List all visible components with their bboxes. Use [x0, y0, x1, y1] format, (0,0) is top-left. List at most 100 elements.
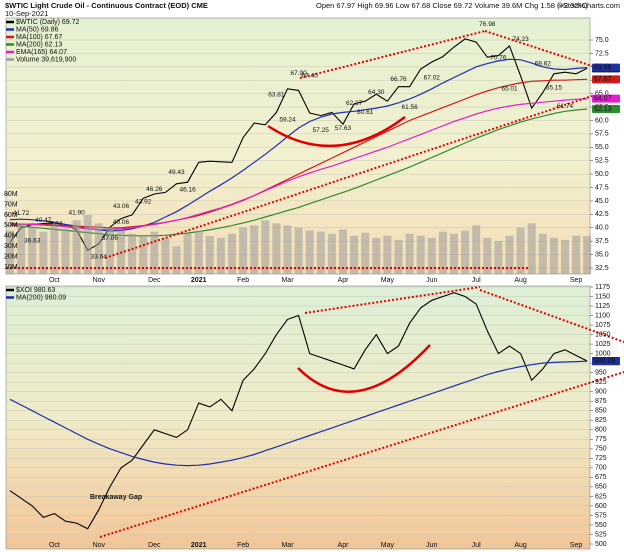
x-tick-label: Feb — [237, 277, 249, 284]
y2-tick-label: 10M — [4, 264, 18, 271]
legend-label: MA(50) 69.86 — [16, 26, 59, 33]
x-tick-label: Oct — [49, 277, 60, 284]
volume-bar — [583, 236, 592, 274]
volume-bar — [216, 237, 225, 274]
volume-bar — [350, 235, 359, 274]
volume-bar — [194, 230, 203, 274]
y-tick-label: 50.0 — [595, 171, 609, 178]
ma-line — [9, 360, 588, 467]
x-tick-label: May — [381, 277, 395, 284]
volume-bar — [427, 237, 436, 274]
y-tick-label: 650 — [595, 484, 607, 491]
price-label: 36.63 — [24, 238, 41, 245]
volume-bar — [94, 223, 103, 274]
volume-bar — [294, 227, 303, 274]
volume-bar — [372, 237, 381, 274]
legend-label: EMA(165) 64.07 — [16, 49, 67, 56]
chart-date: 10-Sep-2021 — [5, 9, 48, 18]
price-tag-label: 67.67 — [594, 76, 612, 83]
price-label: 64.30 — [368, 89, 385, 96]
y-tick-label: 37.5 — [595, 238, 609, 245]
x-tick-label: Aug — [514, 277, 527, 284]
y-tick-label: 75.0 — [595, 37, 609, 44]
y2-tick-label: 30M — [4, 243, 18, 250]
price-tag — [592, 75, 620, 84]
arc — [267, 116, 406, 148]
y-tick-label: 950 — [595, 370, 607, 377]
x-tick-label: 2021 — [191, 542, 207, 549]
x-tick-label: Apr — [338, 277, 350, 284]
volume-bar — [50, 225, 59, 274]
volume-bar — [549, 237, 558, 274]
x-tick-label: Jul — [472, 542, 481, 549]
price-label: 76.98 — [479, 21, 496, 28]
y-tick-label: 1150 — [595, 293, 610, 300]
legend-label: MA(100) 67.67 — [16, 34, 62, 41]
x-tick-label: Nov — [93, 542, 106, 549]
volume-bar — [250, 225, 259, 274]
volume-bar — [139, 235, 148, 274]
y-tick-label: 52.5 — [595, 158, 609, 165]
y-tick-label: 1175 — [595, 284, 610, 291]
y-tick-label: 525 — [595, 531, 607, 538]
y-tick-label: 1050 — [595, 331, 611, 338]
y-tick-label: 55.0 — [595, 144, 609, 151]
volume-bar — [228, 233, 236, 274]
volume-bar — [61, 228, 70, 274]
y2-tick-label: 50M — [4, 222, 18, 229]
y-tick-label: 725 — [595, 455, 607, 462]
price-label: 70.76 — [490, 54, 507, 61]
volume-bar — [416, 235, 425, 274]
y-tick-label: 1125 — [595, 303, 610, 310]
price-label: 65.01 — [501, 85, 518, 92]
legend-label: $WTIC (Daily) 69.72 — [16, 19, 80, 26]
x-tick-label: Mar — [281, 277, 294, 284]
price-label: 69.62 — [535, 61, 552, 68]
price-tag-label: 62.13 — [594, 106, 612, 113]
y-tick-label: 775 — [595, 436, 607, 443]
y2-tick-label: 20M — [4, 253, 18, 260]
legend-label: MA(200) 62.13 — [16, 41, 62, 48]
y2-tick-label: 60M — [4, 212, 18, 219]
volume-bar — [394, 239, 403, 274]
volume-bar — [483, 237, 492, 274]
price-label: 33.64 — [91, 254, 108, 261]
volume-bar — [183, 233, 192, 274]
x-tick-label: 2021 — [191, 277, 207, 284]
y-tick-label: 35.0 — [595, 251, 609, 258]
y-tick-label: 600 — [595, 503, 607, 510]
volume-bar — [17, 223, 26, 274]
volume-bar — [461, 230, 470, 274]
volume-bar — [339, 229, 347, 274]
x-tick-label: Dec — [148, 542, 161, 549]
volume-bar — [205, 235, 214, 274]
volume-bar — [172, 246, 181, 274]
price-tag-label: 64.07 — [594, 95, 612, 102]
price-label: 43.06 — [113, 203, 130, 210]
y-tick-label: 825 — [595, 417, 607, 424]
panel-background — [5, 285, 591, 550]
price-label: 63.81 — [268, 92, 285, 99]
price-label: 65.15 — [546, 85, 563, 92]
y-tick-label: 32.5 — [595, 265, 609, 272]
price-label: 49.43 — [168, 169, 185, 176]
trend-line — [104, 95, 593, 259]
price-tag — [592, 94, 620, 103]
price-label: 61.56 — [401, 104, 418, 111]
legend-label: MA(200) 980.09 — [16, 294, 66, 301]
volume-bar — [505, 235, 514, 274]
y-tick-label: 500 — [595, 541, 607, 548]
volume-bar — [438, 231, 447, 274]
arc — [297, 344, 431, 393]
y-tick-label: 575 — [595, 512, 607, 519]
y-tick-label: 45.0 — [595, 198, 609, 205]
volume-bar — [239, 227, 248, 274]
x-tick-label: Aug — [514, 542, 527, 549]
y-tick-label: 1100 — [595, 312, 610, 319]
credit: ©StockCharts.com — [557, 1, 620, 10]
price-label: 46.16 — [179, 186, 196, 193]
volume-bar — [327, 233, 336, 274]
y-tick-label: 625 — [595, 493, 607, 500]
x-tick-label: Jun — [426, 277, 437, 284]
